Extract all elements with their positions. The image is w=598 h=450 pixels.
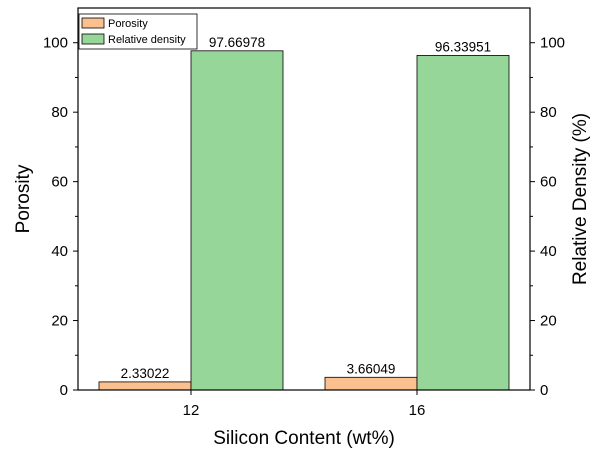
left-tick-label-20: 20	[51, 313, 68, 330]
left-tick-label-40: 40	[51, 243, 68, 260]
data-label-porosity-16: 3.66049	[347, 361, 396, 376]
left-tick-label-60: 60	[51, 174, 68, 191]
right-tick-label-60: 60	[540, 174, 557, 191]
data-label-porosity-12: 2.33022	[121, 366, 170, 381]
bar-relative-density-12	[190, 50, 284, 391]
bar-relative-density-16	[416, 55, 510, 391]
left-tick-label-80: 80	[51, 104, 68, 121]
y-axis-title-right: Relative Density (%)	[570, 113, 591, 285]
bar-porosity-16	[324, 376, 418, 391]
right-tick-label-40: 40	[540, 243, 557, 260]
x-tick-label-16: 16	[409, 402, 426, 419]
x-axis: 12 16	[183, 390, 426, 419]
bars-layer	[98, 50, 510, 391]
legend: Porosity Relative density	[78, 13, 198, 50]
plot-frame	[77, 7, 531, 391]
right-tick-label-20: 20	[540, 313, 557, 330]
data-label-relative-density-12: 97.66978	[209, 35, 265, 50]
right-tick-label-80: 80	[540, 104, 557, 121]
bar-porosity-12	[98, 381, 192, 391]
legend-swatch-porosity	[81, 17, 105, 29]
right-tick-label-100: 100	[540, 35, 565, 52]
data-label-relative-density-16: 96.33951	[435, 39, 491, 54]
right-axis: 0 20 40 60 80 100	[530, 35, 565, 399]
legend-swatch-relative-density	[81, 33, 105, 45]
legend-label-relative-density: Relative density	[108, 34, 186, 46]
value-labels-layer: 2.33022 97.66978 3.66049 96.33951	[121, 35, 492, 381]
x-tick-label-12: 12	[183, 402, 200, 419]
x-axis-title: Silicon Content (wt%)	[213, 428, 395, 449]
legend-label-porosity: Porosity	[108, 18, 148, 30]
right-tick-label-0: 0	[540, 382, 548, 399]
left-axis: 0 20 40 60 80 100	[43, 35, 78, 399]
left-tick-label-100: 100	[43, 35, 68, 52]
y-axis-title-left: Porosity	[13, 164, 34, 233]
left-tick-label-0: 0	[60, 382, 68, 399]
